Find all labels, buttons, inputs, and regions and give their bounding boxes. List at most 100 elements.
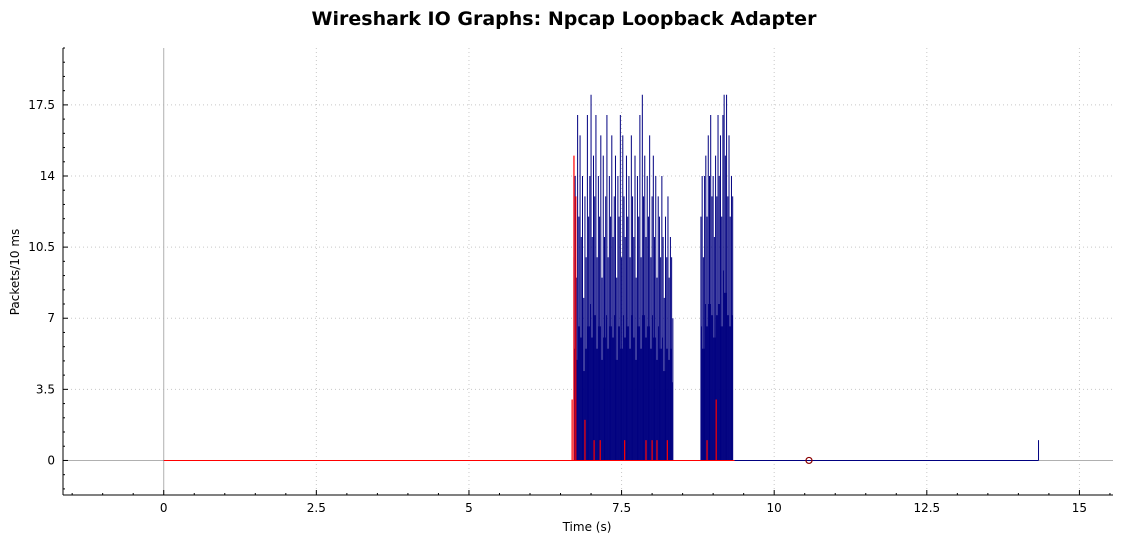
all-packets-fill <box>666 348 668 461</box>
all-packets-fill <box>604 337 606 461</box>
all-packets-fill <box>620 348 622 461</box>
all-packets-fill <box>633 337 636 461</box>
plot-area <box>163 94 1040 465</box>
all-packets-fill <box>597 348 599 461</box>
x-tick-label: 5 <box>465 501 473 515</box>
all-packets-fill <box>654 337 656 461</box>
all-packets-fill <box>714 337 716 461</box>
y-tick-label: 17.5 <box>28 98 55 112</box>
all-packets-fill <box>617 326 620 461</box>
x-tick-label: 12.5 <box>913 501 940 515</box>
all-packets-fill <box>599 326 601 461</box>
all-packets-fill <box>700 326 703 461</box>
all-packets-fill <box>614 315 616 461</box>
all-packets-fill <box>671 382 673 461</box>
all-packets-fill <box>670 348 672 461</box>
all-packets-fill <box>593 315 595 461</box>
x-tick-label: 0 <box>160 501 168 515</box>
all-packets-fill <box>727 315 730 461</box>
all-packets-fill <box>631 315 633 461</box>
all-packets-fill <box>610 326 612 461</box>
all-packets-fill <box>630 348 632 461</box>
all-packets-fill <box>639 348 642 461</box>
all-packets-fill <box>664 371 666 461</box>
y-tick-label: 3.5 <box>36 382 55 396</box>
all-packets-fill <box>584 348 587 461</box>
all-packets-fill <box>632 337 634 461</box>
all-packets-fill <box>625 337 627 461</box>
all-packets-fill <box>713 337 715 461</box>
all-packets-fill <box>667 359 670 461</box>
all-packets-fill <box>659 348 661 461</box>
all-packets-fill <box>587 326 589 461</box>
point-marker <box>805 456 813 465</box>
all-packets-fill <box>642 315 644 461</box>
all-packets-fill <box>708 304 710 461</box>
all-packets-fill <box>648 326 650 461</box>
all-packets-fill <box>615 359 617 461</box>
all-packets-fill <box>729 326 731 461</box>
all-packets-fill <box>580 337 582 461</box>
all-packets-fill <box>663 371 665 461</box>
y-tick-label: 7 <box>47 311 55 325</box>
all-packets-fill <box>656 359 659 461</box>
y-tick-label: 0 <box>47 453 55 467</box>
all-packets-fill <box>643 315 645 461</box>
x-tick-label: 7.5 <box>612 501 631 515</box>
all-packets-fill <box>720 326 722 461</box>
y-tick-label: 14 <box>40 169 55 183</box>
all-packets-fill <box>594 315 596 461</box>
all-packets-fill <box>573 348 576 461</box>
all-packets-fill <box>705 326 708 461</box>
all-packets-fill <box>638 326 640 461</box>
all-packets-fill <box>608 348 610 461</box>
all-packets-fill <box>660 348 662 461</box>
all-packets-fill <box>716 315 719 461</box>
all-packets-fill <box>600 359 603 461</box>
all-packets-fill <box>622 315 625 461</box>
all-packets-fill <box>641 348 643 461</box>
all-packets-fill <box>703 348 705 461</box>
all-packets-fill <box>581 337 583 461</box>
all-packets-fill <box>619 326 621 461</box>
all-packets-fill <box>719 304 721 461</box>
x-tick-label: 10 <box>767 501 782 515</box>
all-packets-fill <box>609 326 611 461</box>
all-packets-fill <box>578 326 581 461</box>
all-packets-fill <box>611 337 614 461</box>
all-packets-fill <box>595 348 598 461</box>
all-packets-fill <box>702 348 704 461</box>
all-packets-fill <box>704 304 706 461</box>
all-packets-fill <box>627 326 629 461</box>
all-packets-fill <box>591 337 593 461</box>
y-tick-label: 10.5 <box>28 240 55 254</box>
all-packets-fill <box>725 292 727 461</box>
all-packets-fill <box>637 326 639 461</box>
all-packets-fill <box>650 348 653 461</box>
all-packets-fill <box>711 315 714 461</box>
x-tick-label: 2.5 <box>307 501 326 515</box>
all-packets-fill <box>645 337 648 461</box>
y-axis-label: Packets/10 ms <box>8 229 22 316</box>
chart-title: Wireshark IO Graphs: Npcap Loopback Adap… <box>312 8 818 30</box>
all-packets-fill <box>649 348 651 461</box>
all-packets-fill <box>718 304 720 461</box>
x-axis-label: Time (s) <box>562 520 612 534</box>
all-packets-fill <box>583 371 585 461</box>
all-packets-fill <box>724 292 726 461</box>
all-packets-fill <box>626 326 628 461</box>
all-packets-fill <box>644 337 646 461</box>
all-packets-fill <box>707 326 709 461</box>
all-packets-fill <box>647 326 649 461</box>
all-packets-fill <box>715 315 717 461</box>
all-packets-fill <box>603 337 605 461</box>
all-packets-fill <box>665 348 667 461</box>
all-packets-fill <box>589 304 592 461</box>
all-packets-fill <box>730 326 732 461</box>
all-packets-fill <box>658 326 660 461</box>
all-packets-fill <box>621 348 623 461</box>
all-packets-fill <box>661 337 664 461</box>
all-packets-fill <box>636 359 638 461</box>
